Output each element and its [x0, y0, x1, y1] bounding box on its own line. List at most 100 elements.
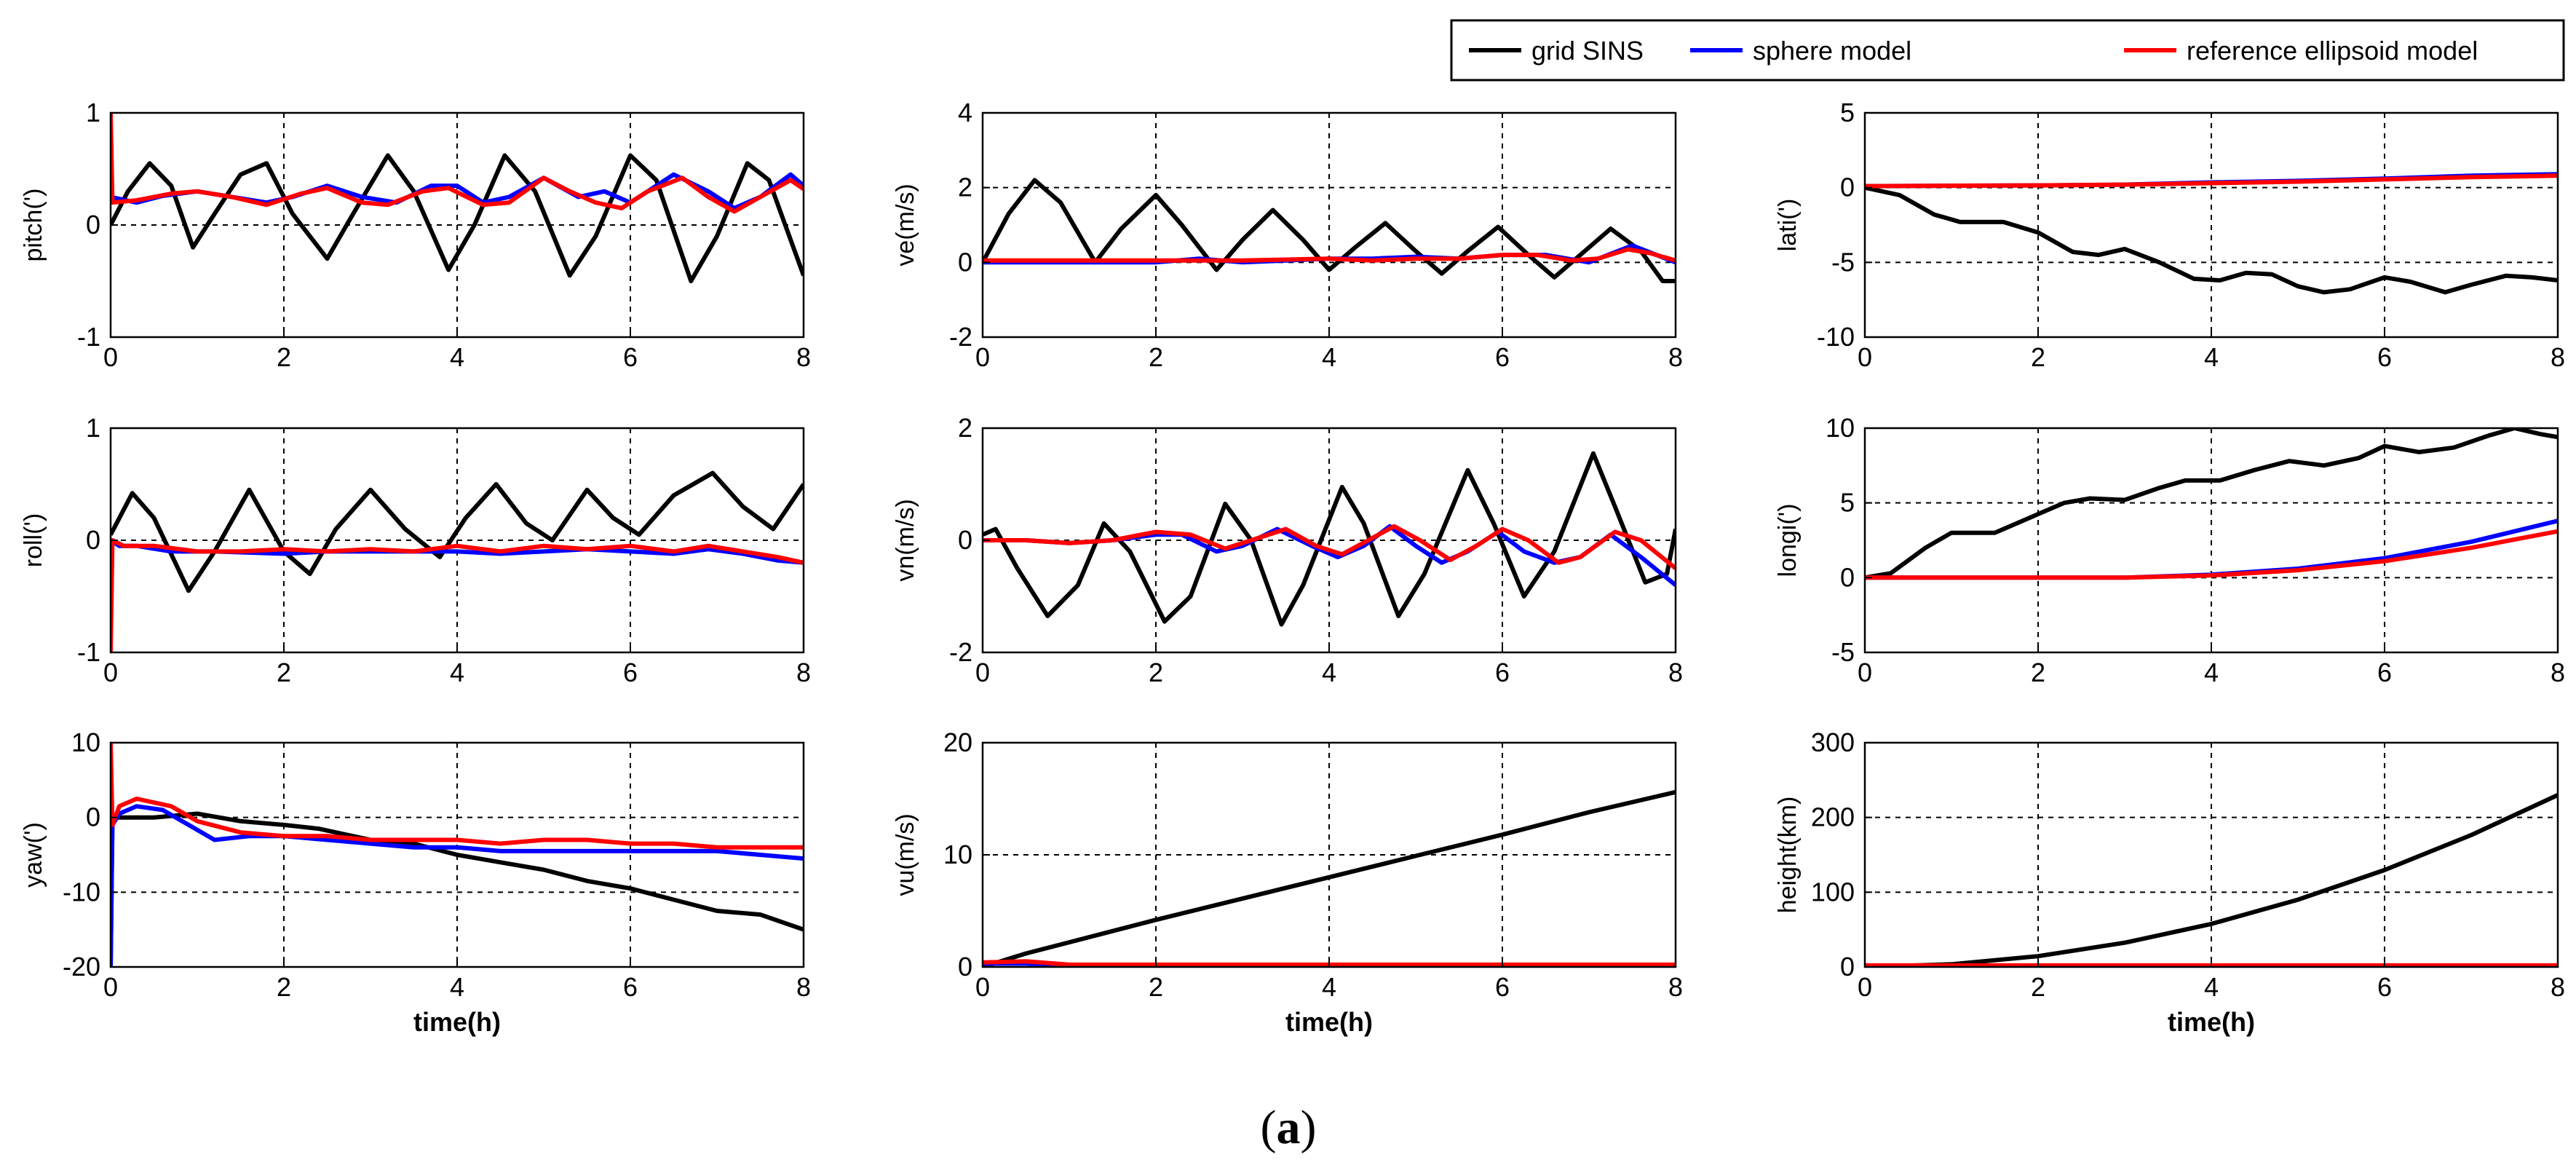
x-tick-label: 2: [2031, 342, 2045, 372]
x-tick-label: 6: [1495, 972, 1510, 1002]
y-tick-label: -10: [1817, 322, 1855, 352]
x-tick-label: 8: [2551, 657, 2565, 687]
x-tick-label: 6: [2377, 657, 2392, 687]
y-tick-label: 0: [958, 525, 972, 555]
x-tick-label: 8: [1668, 342, 1683, 372]
x-tick-label: 4: [1322, 342, 1336, 372]
x-tick-label: 2: [1149, 657, 1163, 687]
subplot-lati: 0 2 4 6 8 -10 -5 0 5 lati('): [1774, 98, 2565, 372]
y-tick-label: 0: [958, 247, 972, 277]
x-axis-label: time(h): [2168, 1007, 2255, 1037]
x-tick-label: 6: [1495, 657, 1510, 687]
x-tick-label: 8: [1668, 972, 1683, 1002]
legend-label-grid-sins: grid SINS: [1531, 36, 1644, 66]
series-line-grid-sins: [1865, 428, 2558, 580]
legend-box: [1450, 19, 2565, 82]
legend: grid SINS sphere model reference ellipso…: [1450, 19, 2565, 82]
x-tick-label: 2: [1149, 342, 1163, 372]
subplot-vu-m-s: 0 2 4 6 8 0 10 20 vu(m/s) time(h): [892, 727, 1683, 1037]
series-line-sphere-model: [111, 538, 804, 565]
y-tick-label: 2: [958, 413, 972, 443]
y-axis-label: yaw('): [20, 822, 47, 888]
x-axis-label: time(h): [1285, 1007, 1373, 1037]
x-tick-label: 2: [277, 657, 291, 687]
y-axis-label: vn(m/s): [892, 499, 919, 581]
caption-open-paren: (: [1261, 1101, 1277, 1154]
series-line-grid-sins: [1865, 185, 2558, 295]
x-tick-label: 4: [1322, 972, 1336, 1002]
figure-caption: (a): [1261, 1101, 1317, 1154]
series-line-reference-ellipsoid-model: [111, 538, 804, 652]
caption-close-paren: ): [1301, 1101, 1317, 1154]
series-line-reference-ellipsoid-model: [111, 743, 804, 850]
x-tick-label: 0: [975, 342, 990, 372]
y-tick-label: -1: [77, 637, 100, 667]
x-axis-label: time(h): [413, 1007, 501, 1037]
x-tick-label: 8: [796, 657, 811, 687]
x-tick-label: 4: [2204, 657, 2219, 687]
y-tick-label: 0: [1840, 952, 1855, 982]
y-tick-label: 1: [86, 413, 100, 443]
series-line-reference-ellipsoid-model: [983, 247, 1676, 263]
y-tick-label: 10: [71, 727, 100, 757]
x-tick-label: 8: [796, 342, 811, 372]
series-line-reference-ellipsoid-model: [983, 524, 1676, 570]
legend-label-sphere-model: sphere model: [1753, 36, 1911, 66]
x-tick-label: 2: [277, 342, 291, 372]
y-tick-label: 0: [1840, 173, 1855, 202]
y-tick-label: 4: [958, 98, 972, 127]
legend-label-ellipsoid-model: reference ellipsoid model: [2187, 36, 2478, 66]
y-axis-label: height(km): [1774, 797, 1802, 914]
y-tick-label: 0: [86, 210, 100, 240]
x-tick-label: 0: [1858, 972, 1872, 1002]
series-line-grid-sins: [111, 153, 804, 283]
y-tick-label: 0: [1840, 562, 1855, 592]
y-tick-label: 0: [958, 952, 972, 982]
y-tick-label: -1: [77, 322, 100, 352]
x-tick-label: 4: [450, 342, 464, 372]
y-tick-label: 10: [943, 840, 972, 869]
y-axis-label: vu(m/s): [892, 813, 919, 896]
x-tick-label: 8: [2551, 972, 2565, 1002]
subplot-height-km: 0 2 4 6 8 0 100 200 300 height(km) time(h): [1774, 727, 2565, 1037]
x-tick-label: 0: [103, 657, 118, 687]
x-tick-label: 4: [2204, 972, 2219, 1002]
series-line-reference-ellipsoid-model: [1865, 173, 2558, 189]
y-axis-label: longi('): [1774, 504, 1802, 577]
y-tick-label: -20: [63, 952, 100, 982]
series-line-sphere-model: [111, 804, 804, 967]
x-tick-label: 0: [975, 972, 990, 1002]
y-tick-label: -5: [1831, 247, 1855, 277]
y-axis-label: pitch('): [20, 189, 47, 262]
series-line-grid-sins: [983, 789, 1676, 967]
x-tick-label: 4: [450, 972, 464, 1002]
series-line-grid-sins: [983, 451, 1676, 627]
y-tick-label: -2: [949, 637, 972, 667]
series-line-grid-sins: [1865, 793, 2558, 967]
y-tick-label: 2: [958, 173, 972, 202]
x-tick-label: 0: [1858, 657, 1872, 687]
x-tick-label: 2: [2031, 972, 2045, 1002]
series-line-grid-sins: [111, 470, 804, 593]
x-tick-label: 8: [2551, 342, 2565, 372]
series-line-reference-ellipsoid-model: [111, 113, 804, 214]
x-tick-label: 6: [2377, 342, 2392, 372]
y-tick-label: 0: [86, 525, 100, 555]
y-tick-label: 0: [86, 802, 100, 832]
x-tick-label: 4: [1322, 657, 1336, 687]
y-tick-label: 300: [1811, 727, 1855, 757]
x-tick-label: 8: [796, 972, 811, 1002]
x-tick-label: 6: [623, 342, 638, 372]
x-tick-label: 4: [450, 657, 464, 687]
x-tick-label: 6: [1495, 342, 1510, 372]
series-line-reference-ellipsoid-model: [1865, 529, 2558, 580]
y-tick-label: 200: [1811, 802, 1855, 832]
x-tick-label: 0: [103, 972, 118, 1002]
x-tick-label: 0: [103, 342, 118, 372]
y-tick-label: -2: [949, 322, 972, 352]
